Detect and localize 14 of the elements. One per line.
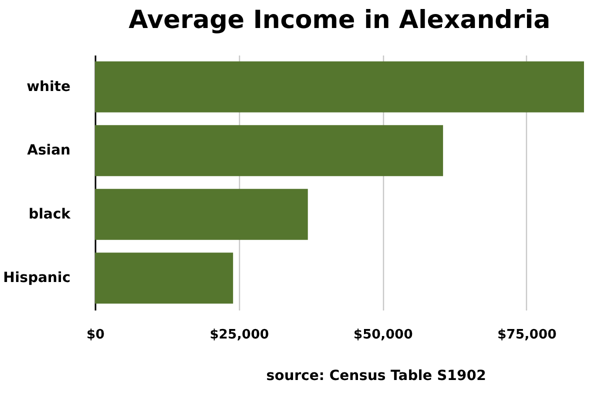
y-tick-label: Hispanic xyxy=(3,270,70,286)
y-tick-label: black xyxy=(28,206,72,222)
x-tick-label: $75,000 xyxy=(497,328,557,342)
bar xyxy=(95,188,308,240)
x-tick-label: $25,000 xyxy=(210,328,269,342)
bar xyxy=(95,125,444,176)
bar xyxy=(95,61,584,112)
bar xyxy=(95,252,234,304)
y-tick-label: Asian xyxy=(27,142,70,159)
x-tick-label: $0 xyxy=(86,328,105,342)
chart-title: Average Income in Alexandria xyxy=(128,5,550,34)
x-tick-label: $50,000 xyxy=(354,328,413,342)
source-note: source: Census Table S1902 xyxy=(266,368,486,384)
y-tick-label: white xyxy=(26,78,70,95)
